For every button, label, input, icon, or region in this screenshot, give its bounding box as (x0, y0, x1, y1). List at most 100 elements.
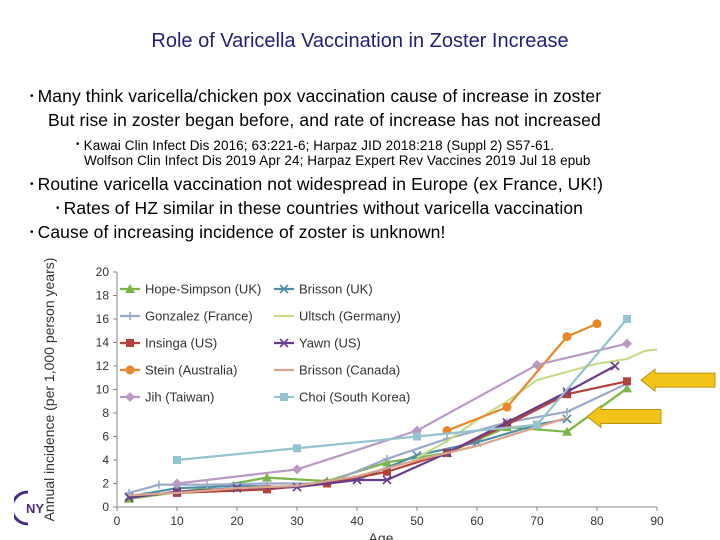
series-line (446, 322, 598, 432)
legend-label: Gonzalez (France) (145, 309, 253, 324)
series-line (128, 382, 628, 494)
data-point (622, 338, 632, 349)
y-tick-label: 16 (96, 312, 110, 326)
reference-line-1: • Kawai Clin Infect Dis 2016; 63:221-6; H… (76, 138, 554, 153)
x-tick-label: 0 (114, 514, 121, 528)
data-point (563, 407, 571, 416)
data-point (563, 390, 571, 399)
legend-label: Stein (Australia) (145, 363, 237, 378)
legend-swatch-marker (280, 393, 288, 401)
data-point (592, 319, 602, 329)
legend-item: Insinga (US) (120, 336, 217, 351)
legend-label: Hope-Simpson (UK) (145, 282, 261, 297)
data-point (412, 450, 422, 460)
bullet-text: Rates of HZ similar in these countries w… (63, 198, 583, 218)
bullet-dot: • (56, 203, 60, 214)
y-tick-label: 12 (96, 359, 110, 373)
legend-swatch-marker (125, 392, 135, 402)
data-point (173, 456, 181, 464)
callout-arrow-0 (640, 368, 716, 393)
data-point (503, 420, 511, 429)
data-point (562, 414, 572, 424)
data-point (610, 361, 620, 371)
series-line (128, 416, 568, 497)
data-point (562, 426, 572, 436)
bullet-europe: • Routine varicella vaccination not wides… (30, 174, 603, 195)
legend-swatch-marker (126, 312, 134, 320)
series-7 (128, 416, 568, 497)
legend-label: Brisson (Canada) (299, 363, 400, 378)
y-tick-label: 4 (102, 453, 109, 467)
legend-item: Hope-Simpson (UK) (120, 282, 261, 297)
y-tick-label: 20 (96, 265, 110, 279)
data-point (155, 480, 163, 489)
x-tick-label: 90 (650, 514, 664, 528)
series-9 (173, 315, 631, 464)
data-point (293, 444, 301, 453)
bullet-vaccination-cause: • Many think varicella/chicken pox vaccin… (30, 86, 601, 107)
legend-label: Jih (Taiwan) (145, 390, 214, 405)
legend-item: Jih (Taiwan) (120, 390, 214, 405)
data-point (502, 402, 512, 412)
x-tick-label: 10 (170, 514, 184, 528)
legend-label: Brisson (UK) (299, 282, 373, 297)
legend: Hope-Simpson (UK) Brisson (UK) Gonzalez (F… (120, 282, 410, 405)
series-line (416, 348, 658, 459)
data-point (172, 478, 182, 489)
legend-item: Gonzalez (France) (120, 309, 253, 324)
data-point (263, 485, 271, 494)
bullet-rates-similar: • Rates of HZ similar in these countries … (56, 198, 583, 219)
legend-swatch-marker (279, 338, 289, 348)
y-tick-label: 6 (102, 430, 109, 444)
data-point (383, 467, 391, 476)
data-point (533, 420, 541, 429)
logo-text: NY (26, 501, 44, 516)
legend-label: Ultsch (Germany) (299, 309, 401, 324)
data-point (382, 475, 392, 485)
y-tick-label: 2 (102, 477, 109, 491)
bullet-dot: • (76, 139, 80, 150)
bullet-text: Many think varicella/chicken pox vaccina… (37, 86, 602, 106)
data-point (413, 432, 421, 441)
logo-mark: NY (10, 490, 44, 526)
x-tick-label: 50 (410, 514, 424, 528)
institution-logo: NY (10, 488, 48, 528)
data-point (623, 315, 631, 323)
reference-text: Kawai Clin Infect Dis 2016; 63:221-6; Ha… (83, 138, 555, 153)
y-axis-label: Annual incidence (per 1,000 person years… (41, 258, 57, 522)
x-tick-label: 80 (590, 514, 604, 528)
legend-swatch-marker (126, 339, 134, 347)
data-point (383, 454, 391, 463)
callout-arrow-1 (586, 404, 662, 429)
data-point (172, 487, 182, 497)
data-point (622, 383, 632, 393)
x-axis-label: Age (369, 530, 394, 540)
data-point (292, 464, 302, 475)
data-point (502, 417, 512, 427)
x-tick-label: 20 (230, 514, 244, 528)
y-tick-label: 8 (102, 406, 109, 420)
bullet-cause-unknown: • Cause of increasing incidence of zoster… (30, 222, 445, 243)
y-tick-label: 18 (96, 289, 110, 303)
data-point (623, 377, 631, 386)
x-tick-label: 70 (530, 514, 544, 528)
bullet-rise-before: But rise in zoster began before, and rat… (48, 110, 601, 130)
y-tick-label: 10 (96, 383, 110, 397)
data-point (125, 488, 133, 497)
legend-item: Choi (South Korea) (274, 390, 410, 405)
legend-swatch-marker (125, 284, 135, 293)
legend-swatch-marker (125, 365, 135, 375)
x-tick-label: 30 (290, 514, 304, 528)
legend-label: Yawn (US) (299, 336, 361, 351)
legend-label: Insinga (US) (145, 336, 217, 351)
reference-line-2: Wolfson Clin Infect Dis 2019 Apr 24; Har… (84, 153, 591, 168)
data-point (262, 472, 272, 482)
series-8 (172, 338, 632, 489)
series-6 (442, 319, 602, 436)
slide-title: Role of Varicella Vaccination in Zoster … (151, 30, 569, 52)
y-tick-label: 0 (102, 500, 109, 514)
legend-item: Stein (Australia) (120, 363, 237, 378)
series-line (128, 365, 616, 499)
x-tick-label: 40 (350, 514, 364, 528)
legend-item: Brisson (UK) (274, 282, 373, 297)
